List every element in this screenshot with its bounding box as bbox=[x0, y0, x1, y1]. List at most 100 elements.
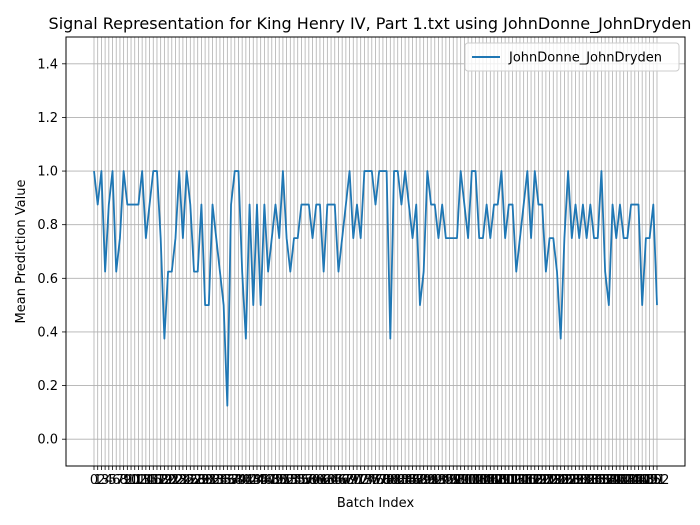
x-tick-label: 138 bbox=[593, 473, 618, 488]
data-point bbox=[193, 271, 195, 273]
data-point bbox=[152, 170, 154, 172]
data-point bbox=[226, 405, 228, 407]
data-point bbox=[478, 237, 480, 239]
data-point bbox=[563, 237, 565, 239]
x-tick-label: 127 bbox=[552, 473, 577, 488]
data-point bbox=[515, 271, 517, 273]
data-point bbox=[600, 170, 602, 172]
x-tick-label: 101 bbox=[456, 473, 481, 488]
x-tick-label: 4 bbox=[105, 473, 113, 488]
x-tick-label: 65 bbox=[326, 473, 343, 488]
x-tick-label: 66 bbox=[330, 473, 347, 488]
data-point bbox=[371, 170, 373, 172]
data-point bbox=[460, 170, 462, 172]
x-tick-label: 143 bbox=[611, 473, 636, 488]
data-point bbox=[400, 204, 402, 206]
data-point bbox=[575, 204, 577, 206]
x-tick-label: 109 bbox=[485, 473, 510, 488]
data-point bbox=[504, 237, 506, 239]
x-tick-label: 135 bbox=[582, 473, 607, 488]
data-point bbox=[363, 170, 365, 172]
x-tick-label: 25 bbox=[178, 473, 195, 488]
data-point bbox=[167, 271, 169, 273]
x-tick-label: 114 bbox=[504, 473, 529, 488]
data-point bbox=[174, 237, 176, 239]
data-point bbox=[623, 237, 625, 239]
data-point bbox=[456, 237, 458, 239]
y-axis-label: Mean Prediction Value bbox=[14, 180, 29, 324]
data-point bbox=[271, 237, 273, 239]
data-point bbox=[567, 170, 569, 172]
data-point bbox=[534, 170, 536, 172]
data-point bbox=[652, 204, 654, 206]
data-point bbox=[608, 304, 610, 306]
x-tick-label: 14 bbox=[138, 473, 155, 488]
x-tick-label: 86 bbox=[404, 473, 421, 488]
x-tick-label: 27 bbox=[186, 473, 203, 488]
x-tick-label: 116 bbox=[511, 473, 536, 488]
x-tick-label: 40 bbox=[234, 473, 251, 488]
x-tick-label: 72 bbox=[352, 473, 369, 488]
x-tick-label: 141 bbox=[604, 473, 629, 488]
data-point bbox=[449, 237, 451, 239]
data-point bbox=[330, 204, 332, 206]
data-point bbox=[360, 237, 362, 239]
x-tick-label: 68 bbox=[338, 473, 355, 488]
x-tick-label: 97 bbox=[445, 473, 462, 488]
data-point bbox=[482, 237, 484, 239]
x-tick-label: 63 bbox=[319, 473, 336, 488]
data-point bbox=[189, 204, 191, 206]
x-tick-label: 51 bbox=[275, 473, 292, 488]
x-tick-label: 133 bbox=[574, 473, 599, 488]
data-point bbox=[108, 204, 110, 206]
x-tick-label: 98 bbox=[449, 473, 466, 488]
data-point bbox=[471, 170, 473, 172]
x-tick-label: 80 bbox=[382, 473, 399, 488]
data-point bbox=[249, 204, 251, 206]
data-point bbox=[389, 338, 391, 340]
x-tick-label: 2 bbox=[97, 473, 105, 488]
data-point bbox=[430, 204, 432, 206]
legend: JohnDonne_JohnDryden bbox=[464, 42, 680, 72]
data-point bbox=[408, 204, 410, 206]
x-tick-label: 15 bbox=[141, 473, 158, 488]
x-tick-label: 9 bbox=[123, 473, 131, 488]
y-tick-label: 1.0 bbox=[37, 165, 58, 180]
data-point bbox=[230, 204, 232, 206]
x-tick-label: 34 bbox=[212, 473, 229, 488]
x-tick-label: 106 bbox=[474, 473, 499, 488]
x-tick-label: 57 bbox=[297, 473, 314, 488]
data-point bbox=[426, 170, 428, 172]
x-axis-ticks: 0123456789101112131415161718192021222324… bbox=[90, 466, 669, 488]
data-point bbox=[104, 271, 106, 273]
x-tick-label: 93 bbox=[430, 473, 447, 488]
data-point bbox=[441, 204, 443, 206]
x-tick-label: 58 bbox=[301, 473, 318, 488]
data-point bbox=[319, 204, 321, 206]
x-tick-label: 146 bbox=[622, 473, 647, 488]
x-tick-label: 82 bbox=[389, 473, 406, 488]
x-tick-label: 85 bbox=[401, 473, 418, 488]
data-point bbox=[586, 237, 588, 239]
x-tick-label: 59 bbox=[304, 473, 321, 488]
data-point bbox=[182, 237, 184, 239]
data-point bbox=[619, 204, 621, 206]
y-tick-label: 1.2 bbox=[37, 111, 58, 126]
x-tick-label: 37 bbox=[223, 473, 240, 488]
x-tick-label: 53 bbox=[282, 473, 299, 488]
data-point bbox=[489, 237, 491, 239]
data-point bbox=[475, 170, 477, 172]
x-tick-label: 22 bbox=[167, 473, 184, 488]
x-tick-label: 16 bbox=[145, 473, 162, 488]
x-tick-label: 144 bbox=[615, 473, 640, 488]
x-tick-label: 71 bbox=[349, 473, 366, 488]
data-point bbox=[289, 271, 291, 273]
data-point bbox=[286, 237, 288, 239]
x-tick-label: 10 bbox=[123, 473, 140, 488]
data-point bbox=[293, 237, 295, 239]
data-point bbox=[356, 204, 358, 206]
legend-box bbox=[464, 42, 680, 72]
x-tick-label: 47 bbox=[260, 473, 277, 488]
data-point bbox=[415, 204, 417, 206]
x-tick-label: 119 bbox=[522, 473, 547, 488]
